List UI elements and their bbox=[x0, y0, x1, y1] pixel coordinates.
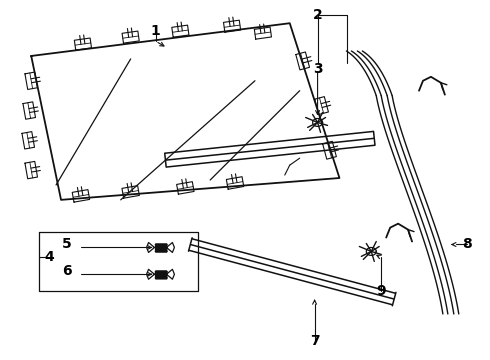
Text: 7: 7 bbox=[310, 334, 319, 348]
Text: 9: 9 bbox=[376, 284, 386, 298]
Text: 4: 4 bbox=[44, 251, 54, 264]
Text: 3: 3 bbox=[313, 62, 322, 76]
Text: 6: 6 bbox=[62, 264, 72, 278]
Text: 8: 8 bbox=[462, 238, 471, 252]
Text: 1: 1 bbox=[150, 24, 160, 38]
Text: 2: 2 bbox=[313, 8, 322, 22]
Text: 5: 5 bbox=[62, 238, 72, 252]
